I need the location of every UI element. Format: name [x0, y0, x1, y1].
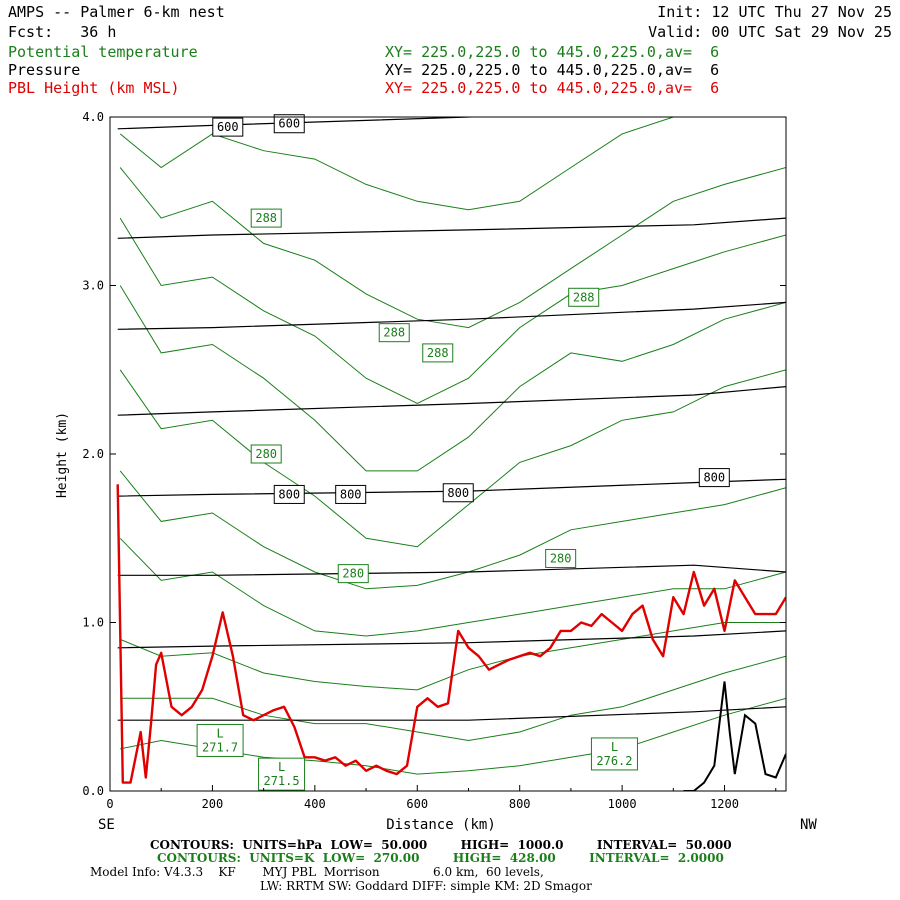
field-xy-theta: XY= 225.0,225.0 to 445.0,225.0,av= 6 [385, 43, 720, 61]
svg-text:L: L [216, 726, 223, 740]
pressure-contour-0 [117, 117, 485, 130]
theta-label-0: 288 [250, 208, 282, 228]
theta-label-1: 288 [378, 323, 410, 343]
svg-text:800: 800 [447, 486, 469, 500]
y-axis-title: Height (km) [55, 412, 70, 498]
x-tick-label-0: 0 [106, 797, 113, 811]
theta-label-3: 288 [568, 287, 600, 307]
left-end-label: SE [98, 817, 115, 833]
pressure-contour-1 [117, 217, 786, 239]
axes-group: 0 200 400 600 800 1000 1200 0.0 1.0 2.0 3.0 4.0 [82, 110, 786, 811]
y-tick-label-0: 0.0 [82, 784, 104, 798]
terrain-line [683, 681, 786, 791]
svg-text:288: 288 [573, 290, 595, 304]
svg-text:800: 800 [340, 487, 362, 501]
x-axis-title: Distance (km) [386, 817, 496, 833]
theta-contour-3 [119, 285, 786, 472]
field-name-pressure: Pressure [8, 61, 81, 79]
pressure-contour-2 [117, 301, 786, 330]
theta-label-6: 280 [545, 548, 577, 568]
svg-text:280: 280 [342, 567, 364, 581]
footer-green-contours: CONTOURS: UNITS=K LOW= 270.00 HIGH= 428.… [157, 851, 724, 865]
theta-contour-2 [119, 217, 786, 405]
forecast-hour: Fcst: 36 h [8, 23, 117, 41]
x-tick-label-1: 200 [202, 797, 224, 811]
contour-labels-group: 600 600 800 800 800 800 288 288 288 288 280 280 280 L… [196, 114, 730, 791]
field-name-pbl: PBL Height (km MSL) [8, 79, 180, 97]
svg-text:276.2: 276.2 [596, 754, 632, 768]
svg-text:600: 600 [217, 120, 239, 134]
svg-text:L: L [611, 740, 618, 754]
terrain-group [683, 681, 786, 791]
field-xy-pbl: XY= 225.0,225.0 to 445.0,225.0,av= 6 [385, 79, 720, 97]
title: AMPS -- Palmer 6-km nest [8, 3, 225, 21]
y-tick-label-1: 1.0 [82, 616, 104, 630]
right-end-label: NW [800, 817, 817, 833]
pressure-contours-group [117, 117, 786, 721]
pressure-label-3: 800 [335, 484, 367, 504]
pressure-contour-3 [117, 386, 786, 416]
pressure-contour-6 [117, 630, 786, 649]
theta-label-5: 280 [337, 564, 369, 584]
theta-contour-4 [119, 369, 786, 548]
svg-text:271.7: 271.7 [202, 740, 238, 754]
pressure-label-1: 600 [273, 114, 305, 134]
init-time: Init: 12 UTC Thu 27 Nov 25 [657, 3, 892, 21]
pressure-label-2: 800 [273, 484, 305, 504]
footer-model-info: Model Info: V4.3.3 KF MYJ PBL Morrison 6… [90, 865, 544, 879]
svg-text:280: 280 [255, 447, 277, 461]
theta-label-4: 280 [250, 444, 282, 464]
footer-model-info2: LW: RRTM SW: Goddard DIFF: simple KM: 2D… [260, 879, 592, 893]
pressure-contour-5 [117, 564, 786, 576]
theta-contour-0 [119, 117, 786, 211]
svg-text:800: 800 [703, 471, 725, 485]
svg-text:288: 288 [255, 211, 277, 225]
theta-contour-1 [119, 167, 786, 329]
pressure-label-0: 600 [212, 117, 244, 137]
theta-contour-5 [119, 470, 786, 590]
theta-contour-8 [120, 655, 786, 742]
valid-time: Valid: 00 UTC Sat 29 Nov 25 [648, 23, 892, 41]
svg-text:600: 600 [278, 117, 300, 131]
svg-text:288: 288 [383, 326, 405, 340]
pbl-height-line [116, 484, 786, 784]
svg-text:288: 288 [427, 346, 449, 360]
plot-frame [109, 116, 787, 792]
theta-contour-7 [120, 622, 786, 691]
pbl-height-group [116, 484, 786, 784]
x-tick-label-2: 400 [304, 797, 326, 811]
x-tick-label-3: 600 [406, 797, 428, 811]
svg-text:271.5: 271.5 [263, 774, 299, 788]
x-tick-label-4: 800 [509, 797, 531, 811]
field-xy-pressure: XY= 225.0,225.0 to 445.0,225.0,av= 6 [385, 61, 720, 79]
svg-text:800: 800 [278, 487, 300, 501]
footer-black-contours: CONTOURS: UNITS=hPa LOW= 50.000 HIGH= 10… [150, 838, 732, 852]
field-name-theta: Potential temperature [8, 43, 198, 61]
pressure-contour-7 [117, 706, 786, 721]
x-tick-label-6: 1200 [710, 797, 739, 811]
x-tick-label-5: 1000 [608, 797, 637, 811]
pressure-label-4: 800 [442, 483, 474, 503]
y-tick-label-2: 2.0 [82, 447, 104, 461]
pressure-label-5: 800 [698, 468, 730, 488]
y-tick-label-4: 4.0 [82, 110, 104, 124]
svg-text:L: L [278, 760, 285, 774]
y-tick-label-3: 3.0 [82, 279, 104, 293]
svg-text:280: 280 [550, 551, 572, 565]
theta-contour-6 [119, 537, 786, 637]
theta-label-2: 288 [422, 343, 454, 363]
